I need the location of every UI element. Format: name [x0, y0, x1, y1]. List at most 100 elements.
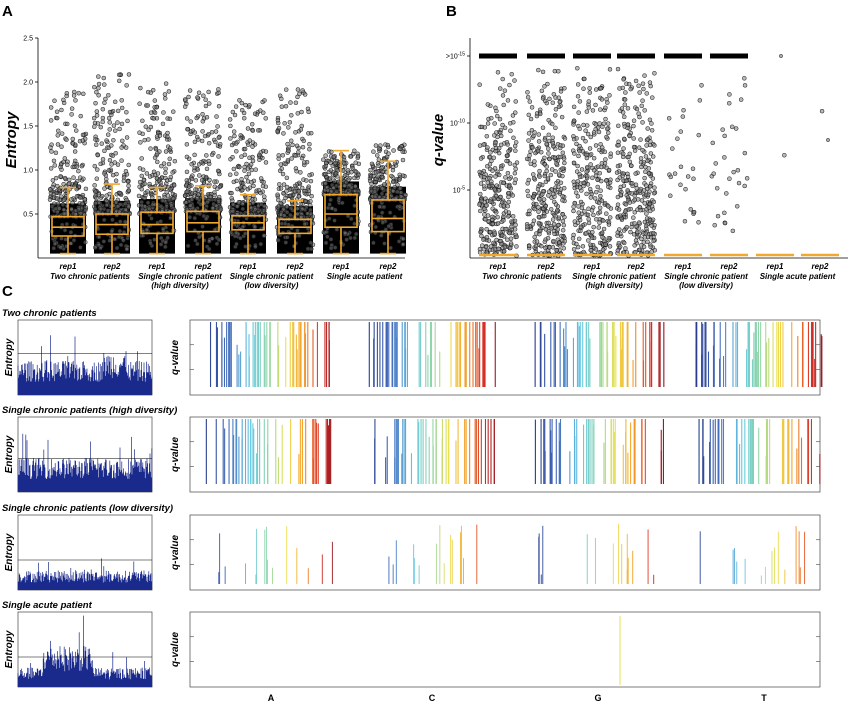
b-point	[537, 228, 543, 234]
b-point	[614, 170, 620, 175]
b-point	[547, 245, 552, 250]
b-point	[627, 133, 632, 139]
b-point	[641, 244, 647, 250]
b-point	[623, 178, 629, 184]
b-point	[543, 203, 548, 209]
a-point	[65, 162, 70, 167]
a-point	[206, 89, 211, 95]
a-boxplot	[231, 193, 265, 255]
a-point	[59, 236, 64, 241]
a-point	[233, 104, 239, 109]
b-point	[510, 113, 516, 118]
b-point	[551, 238, 556, 244]
a-point	[166, 161, 172, 167]
b-point	[507, 161, 513, 166]
b-point	[512, 78, 517, 83]
a-point	[78, 195, 83, 200]
b-point	[542, 173, 547, 179]
a-point	[150, 195, 155, 200]
b-point	[509, 224, 514, 230]
a-point	[69, 206, 74, 212]
b-point	[727, 176, 732, 181]
b-ytick-label: 10-10	[450, 119, 465, 128]
b-point	[603, 242, 608, 247]
a-point	[186, 94, 191, 100]
a-point	[188, 119, 194, 124]
a-ytick-label: 1.0	[23, 168, 33, 175]
b-point	[527, 99, 533, 104]
b-point	[712, 222, 717, 228]
b-point	[742, 183, 747, 189]
a-box	[140, 211, 174, 235]
b-point	[582, 76, 587, 82]
b-point	[631, 144, 637, 150]
b-point	[722, 210, 727, 216]
b-point	[546, 117, 551, 123]
b-point	[505, 170, 511, 176]
a-point	[48, 166, 54, 171]
b-point	[529, 127, 535, 133]
a-point	[188, 203, 193, 208]
b-point	[505, 98, 511, 103]
b-top-band	[617, 53, 655, 59]
b-point	[642, 175, 647, 181]
a-point	[263, 116, 268, 121]
a-point	[55, 196, 60, 201]
b-point	[649, 249, 655, 254]
b-point	[591, 167, 597, 173]
a-point	[115, 120, 120, 125]
b-point	[691, 209, 697, 215]
b-point	[738, 97, 744, 102]
b-point	[648, 244, 653, 249]
a-scatter-cloud	[274, 87, 316, 254]
a-point	[397, 177, 402, 182]
a-point	[329, 149, 334, 155]
a-point	[280, 153, 286, 158]
a-point	[396, 239, 402, 244]
a-point	[58, 174, 63, 179]
b-point	[621, 114, 627, 120]
b-point	[597, 209, 603, 215]
a-point	[377, 204, 382, 210]
a-point	[112, 236, 117, 242]
a-point	[298, 201, 303, 207]
a-group-label: Two chronic patients	[50, 272, 130, 281]
b-point	[531, 194, 536, 199]
a-point	[389, 173, 394, 179]
a-point	[375, 174, 381, 179]
a-point	[288, 100, 293, 105]
b-point	[577, 185, 583, 190]
a-point	[217, 141, 223, 147]
b-point	[498, 133, 504, 139]
b-point	[742, 76, 747, 81]
a-point	[79, 163, 85, 169]
a-point	[74, 164, 80, 169]
b-point	[506, 199, 512, 205]
c-row-title: Single acute patient	[2, 600, 93, 611]
a-point	[212, 179, 217, 184]
a-point	[387, 210, 393, 215]
a-point	[308, 240, 314, 245]
a-point	[229, 142, 235, 148]
a-point	[296, 233, 302, 239]
a-point	[285, 235, 290, 240]
b-point	[678, 164, 684, 170]
b-point	[483, 217, 488, 222]
a-point	[151, 116, 157, 121]
a-point	[352, 221, 357, 227]
a-point	[308, 178, 314, 184]
b-point	[603, 178, 609, 183]
a-point	[200, 119, 206, 124]
a-point	[230, 155, 235, 160]
b-point	[593, 122, 599, 127]
a-point	[163, 244, 168, 250]
a-point	[160, 226, 166, 232]
a-point	[323, 153, 328, 158]
b-point	[514, 244, 519, 249]
b-point	[588, 134, 594, 140]
b-point	[560, 166, 565, 171]
a-point	[110, 172, 116, 178]
b-point	[819, 108, 825, 114]
a-point	[184, 116, 190, 121]
